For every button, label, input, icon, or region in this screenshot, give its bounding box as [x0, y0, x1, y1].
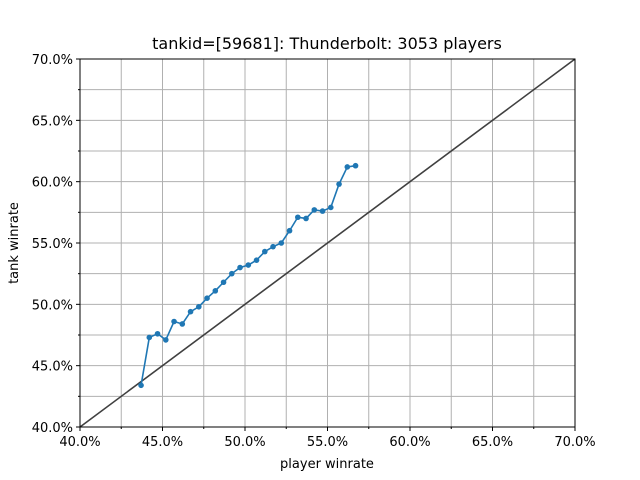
- data-point-5: [179, 321, 186, 327]
- y-tick-label-0: 40.0%: [32, 421, 73, 436]
- y-axis-label: tank winrate: [7, 202, 22, 284]
- y-tick-label-6: 70.0%: [32, 53, 73, 68]
- x-tick-label-2: 50.0%: [224, 435, 265, 450]
- x-tick-label-1: 45.0%: [142, 435, 183, 450]
- data-point-4: [171, 318, 177, 325]
- reference-diagonal-line: [79, 58, 576, 428]
- data-point-20: [303, 215, 309, 222]
- x-tick-label-4: 60.0%: [389, 435, 430, 450]
- data-point-26: [352, 162, 359, 169]
- x-tick-label-0: 40.0%: [59, 435, 100, 450]
- data-point-2: [154, 330, 161, 337]
- data-points: [138, 162, 359, 389]
- data-point-25: [344, 164, 351, 170]
- data-point-12: [237, 264, 243, 271]
- data-point-13: [245, 262, 252, 268]
- data-point-8: [204, 295, 210, 302]
- y-tick-label-2: 50.0%: [32, 298, 73, 313]
- data-point-23: [328, 204, 334, 211]
- data-point-15: [262, 248, 268, 255]
- x-tick-label-3: 55.0%: [307, 435, 348, 450]
- y-tick-label-4: 60.0%: [32, 176, 73, 191]
- data-point-17: [278, 240, 285, 246]
- data-point-10: [220, 279, 227, 286]
- data-point-6: [187, 308, 194, 315]
- data-point-11: [229, 270, 235, 277]
- x-axis-label: player winrate: [280, 457, 374, 472]
- series-line: [140, 164, 356, 386]
- y-tick-label-1: 45.0%: [32, 360, 73, 375]
- x-tick-label-5: 65.0%: [472, 435, 513, 450]
- y-tick-label-5: 65.0%: [32, 114, 73, 129]
- data-point-0: [138, 382, 144, 389]
- data-point-22: [319, 208, 326, 214]
- data-point-21: [311, 207, 318, 213]
- data-point-16: [270, 243, 276, 250]
- data-point-9: [212, 288, 219, 294]
- data-point-24: [336, 181, 342, 187]
- data-point-1: [146, 334, 153, 341]
- data-point-18: [286, 227, 293, 234]
- chart-title: tankid=[59681]: Thunderbolt: 3053 player…: [152, 34, 502, 53]
- data-point-19: [295, 214, 301, 221]
- data-point-7: [196, 303, 202, 310]
- x-tick-label-6: 70.0%: [554, 435, 595, 450]
- axis-ticks: 40.0% 45.0% 50.0% 55.0% 60.0% 65.0% 70.0% 40.0%…: [32, 53, 596, 450]
- y-tick-label-3: 55.0%: [32, 237, 73, 252]
- data-point-14: [253, 257, 260, 263]
- data-point-3: [163, 337, 169, 343]
